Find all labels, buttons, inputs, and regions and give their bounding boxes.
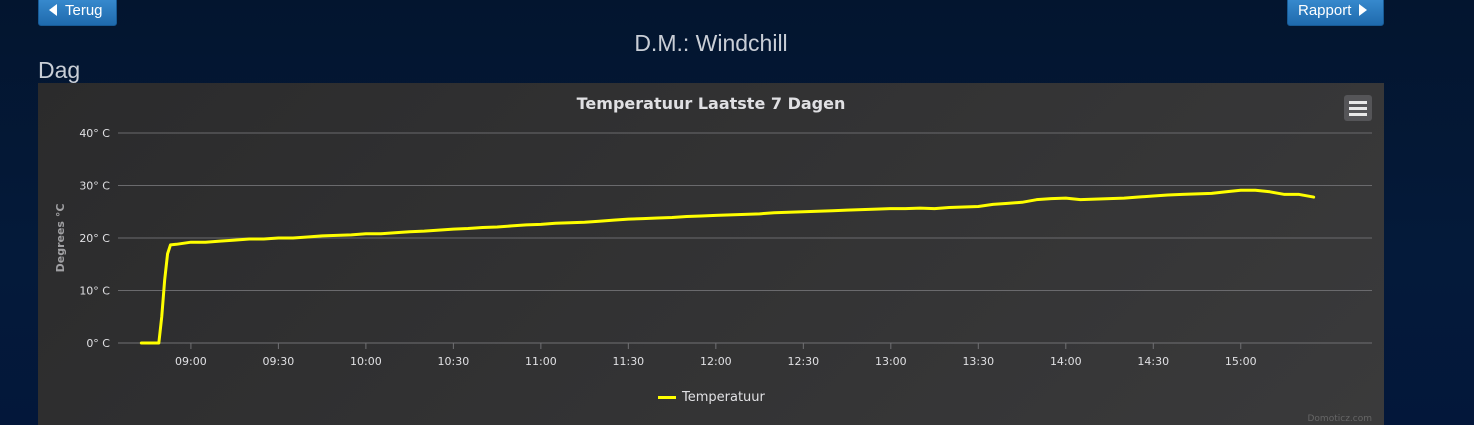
series-line-temperatuur <box>139 188 1316 345</box>
y-axis-title: Degrees °C <box>54 204 67 273</box>
x-tick-label: 09:00 <box>175 355 207 368</box>
x-tick-label: 13:30 <box>962 355 994 368</box>
page-title: D.M.: Windchill <box>634 30 788 56</box>
back-button-label: Terug <box>65 1 103 19</box>
back-button[interactable]: Terug <box>38 0 117 26</box>
credits: Domoticz.com <box>1307 414 1373 424</box>
report-button-label: Rapport <box>1298 1 1352 19</box>
chart-title: Temperatuur Laatste 7 Dagen <box>576 94 846 113</box>
arrow-left-icon <box>49 4 57 16</box>
chart-canvas: 0° C 10° C 20° C 30° C 40° C Degrees °C 09:00 0… <box>54 127 1372 368</box>
x-tick-label: 14:30 <box>1137 355 1169 368</box>
hamburger-menu-icon <box>1349 100 1367 104</box>
x-tick-label: 12:30 <box>787 355 819 368</box>
x-tick-label: 11:30 <box>612 355 644 368</box>
y-tick-label: 40° C <box>79 127 110 140</box>
legend-item[interactable]: Temperatuur <box>658 390 765 405</box>
x-tick-label: 13:00 <box>875 355 907 368</box>
y-tick-label: 0° C <box>86 337 110 350</box>
x-tick-label: 11:00 <box>525 355 557 368</box>
y-tick-label: 30° C <box>79 180 110 193</box>
x-tick-label: 14:00 <box>1050 355 1082 368</box>
report-button[interactable]: Rapport <box>1287 0 1384 26</box>
y-tick-label: 20° C <box>79 232 110 245</box>
x-tick-label: 10:00 <box>350 355 382 368</box>
legend-swatch <box>658 396 676 399</box>
chart-menu-button[interactable] <box>1344 95 1372 121</box>
x-tick-label: 15:00 <box>1225 355 1257 368</box>
chart-panel: 0° C 10° C 20° C 30° C 40° C Degrees °C 09:00 0… <box>38 83 1384 425</box>
x-tick-label: 12:00 <box>700 355 732 368</box>
x-tick-label: 09:30 <box>263 355 295 368</box>
y-tick-label: 10° C <box>79 285 110 298</box>
arrow-right-icon <box>1359 4 1368 16</box>
section-title: Dag <box>38 57 81 83</box>
x-tick-label: 10:30 <box>438 355 470 368</box>
legend-label: Temperatuur <box>682 390 765 405</box>
